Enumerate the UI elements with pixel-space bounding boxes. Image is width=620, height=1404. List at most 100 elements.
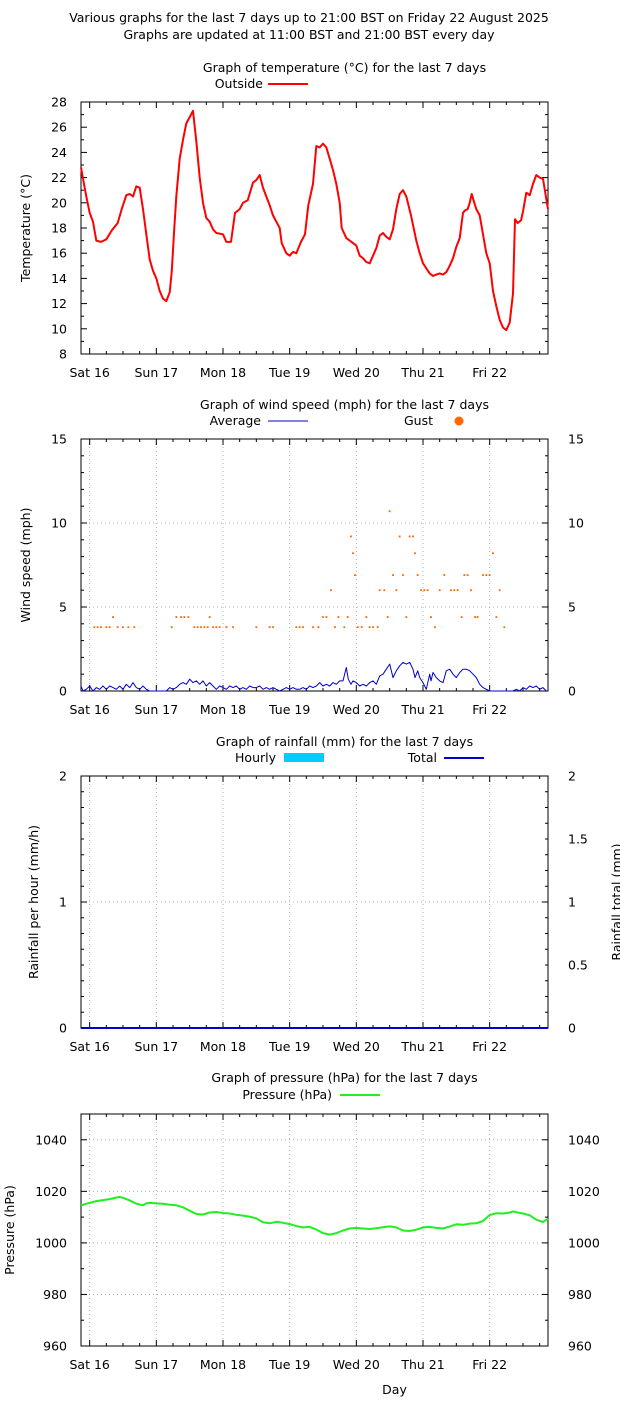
chart-title: Graph of wind speed (mph) for the last 7… (200, 397, 489, 412)
x-tick-label: Sun 17 (134, 1039, 178, 1054)
gust-point (322, 616, 324, 618)
gust-point (378, 589, 381, 592)
plot-frame (80, 101, 549, 355)
y2-tick-label: 980 (568, 1287, 592, 1302)
gust-point (395, 589, 398, 592)
gust-point (133, 626, 136, 629)
y2-tick-label: 5 (568, 600, 576, 615)
gust-point (398, 535, 401, 538)
gust-point (200, 626, 202, 629)
x-tick-label: Thu 21 (400, 1357, 444, 1372)
series-line (80, 1196, 549, 1236)
x-tick-label: Fri 22 (472, 365, 507, 380)
y-tick-label: 10 (51, 516, 67, 531)
x-tick-label: Thu 21 (400, 1039, 444, 1054)
gust-point (337, 616, 340, 618)
y-tick-label: 980 (43, 1287, 67, 1302)
gust-point (108, 626, 111, 629)
x-tick-label: Mon 18 (200, 702, 246, 717)
gust-point (208, 616, 211, 618)
gust-point (302, 626, 304, 629)
x-tick-label: Fri 22 (472, 1039, 507, 1054)
chart-1: Graph of wind speed (mph) for the last 7… (18, 397, 584, 717)
y-tick-label: 28 (51, 95, 67, 110)
gust-point (255, 626, 258, 629)
x-tick-label: Sat 16 (69, 365, 109, 380)
x-tick-label: Sat 16 (69, 702, 109, 717)
page-header-line-2: Graphs are updated at 11:00 BST and 21:0… (123, 27, 495, 42)
y2-tick-label: 1040 (568, 1132, 600, 1147)
gust-point (463, 574, 466, 576)
legend-label: Outside (215, 76, 264, 91)
gust-point (383, 589, 386, 592)
y-tick-label: 0 (59, 684, 67, 699)
plot-frame (80, 1113, 549, 1347)
y-axis-label: Rainfall per hour (mm/h) (26, 825, 41, 979)
gust-point (360, 626, 363, 629)
series-line (80, 661, 547, 692)
x-tick-label: Tue 19 (268, 702, 310, 717)
y-tick-label: 960 (43, 1339, 67, 1354)
y-tick-label: 5 (59, 600, 67, 615)
gust-point (420, 589, 422, 592)
y-tick-label: 2 (59, 769, 67, 784)
gust-point (356, 626, 359, 629)
gust-point (503, 626, 506, 629)
x-tick-label: Sun 17 (134, 702, 178, 717)
y-tick-label: 1040 (35, 1132, 67, 1147)
gust-point (482, 574, 484, 576)
gust-point (365, 616, 368, 618)
x-tick-label: Fri 22 (472, 702, 507, 717)
gust-point (426, 589, 429, 592)
gust-point (423, 589, 426, 592)
gust-point (402, 574, 404, 576)
gust-point (268, 626, 271, 629)
chart-0: Graph of temperature (°C) for the last 7… (18, 60, 549, 380)
legend-label: Average (210, 413, 262, 428)
chart-title: Graph of rainfall (mm) for the last 7 da… (216, 734, 473, 749)
gust-point (180, 616, 182, 618)
legend-label: Hourly (235, 750, 277, 765)
gust-point (450, 589, 452, 592)
charts-group: Graph of temperature (°C) for the last 7… (2, 60, 620, 1397)
y-tick-label: 0 (59, 1021, 67, 1036)
y2-tick-label: 960 (568, 1339, 592, 1354)
x-tick-label: Sat 16 (69, 1039, 109, 1054)
gust-point (430, 616, 432, 618)
gust-point (96, 626, 99, 629)
y-tick-label: 14 (51, 271, 67, 286)
y-tick-label: 12 (51, 296, 67, 311)
x-tick-label: Thu 21 (400, 702, 444, 717)
chart-3: Graph of pressure (hPa) for the last 7 d… (2, 1070, 600, 1397)
y-tick-label: 1020 (35, 1184, 67, 1199)
gust-point (175, 616, 178, 618)
x-axis-label: Day (382, 1382, 407, 1397)
gust-point (232, 626, 234, 629)
gust-point (325, 616, 328, 618)
gust-point (488, 574, 491, 576)
gust-point (416, 574, 419, 576)
y2-tick-label: 1.5 (568, 832, 588, 847)
y-tick-label: 24 (51, 145, 67, 160)
gust-point (405, 616, 408, 618)
y2-tick-label: 1020 (568, 1184, 600, 1199)
legend-dot-marker (454, 416, 464, 426)
gust-point (414, 552, 416, 555)
gust-point (492, 552, 494, 555)
gust-point (352, 552, 354, 555)
x-tick-label: Wed 20 (333, 365, 380, 380)
y2-axis-label: Rainfall total (mm) (609, 843, 620, 960)
gust-point (368, 626, 371, 629)
y-tick-label: 16 (51, 246, 67, 261)
gust-point (170, 626, 173, 629)
y-tick-label: 1 (59, 895, 67, 910)
x-tick-label: Fri 22 (472, 1357, 507, 1372)
gust-point (386, 616, 389, 618)
y-tick-label: 22 (51, 170, 67, 185)
y-axis-label: Wind speed (mph) (18, 508, 33, 623)
page-header-line-1: Various graphs for the last 7 days up to… (69, 10, 549, 25)
gust-point (392, 574, 394, 576)
gust-point (127, 626, 130, 629)
y-tick-label: 20 (51, 195, 67, 210)
